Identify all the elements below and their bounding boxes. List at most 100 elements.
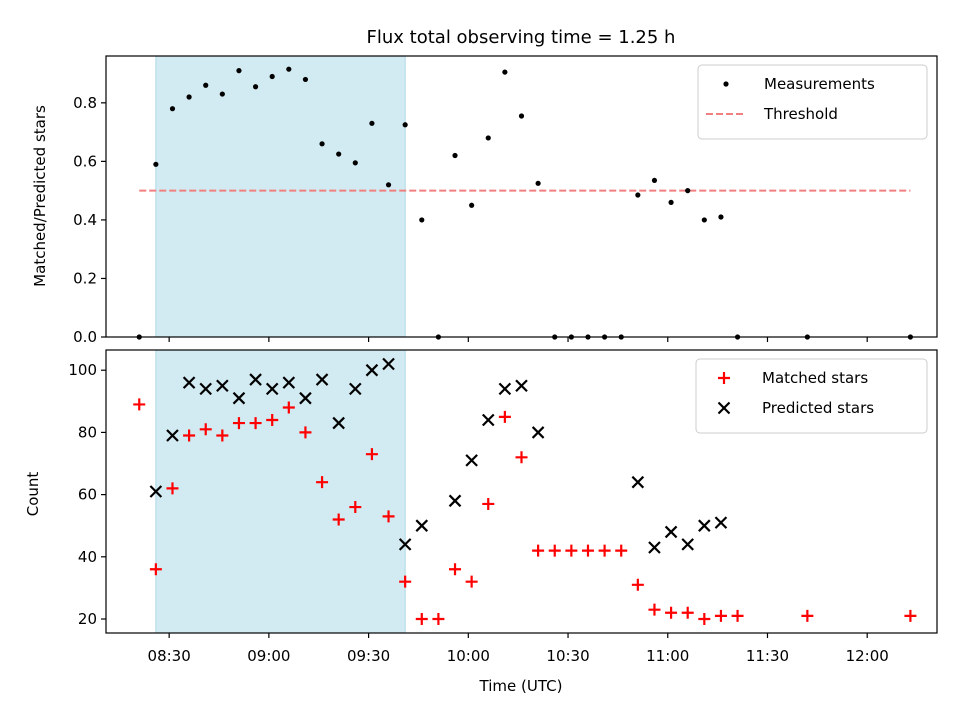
bottom-matched-stars-point [515, 451, 528, 464]
bottom-y-tick-label: 80 [78, 423, 97, 441]
bottom-predicted-stars-point [249, 373, 262, 386]
x-tick-label: 11:30 [746, 647, 789, 665]
top-measurements-point [685, 188, 691, 194]
bottom-y-tick-label: 100 [68, 361, 97, 379]
x-tick-label: 11:00 [646, 647, 689, 665]
top-measurements-point [469, 202, 475, 208]
bottom-matched-stars-point [581, 544, 594, 557]
top-measurements-point [668, 199, 674, 205]
bottom-predicted-stars-point [664, 525, 678, 539]
top-measurements-point [419, 217, 425, 223]
top-measurements-point [518, 113, 525, 119]
bottom-predicted-stars-point [382, 357, 395, 371]
bottom-predicted-stars-point [698, 519, 711, 532]
bottom-predicted-stars-point [332, 416, 345, 430]
bottom-predicted-stars-point [216, 379, 229, 393]
bottom-matched-stars-point [548, 544, 561, 557]
bottom-panel: 20 40 60 80 100 08:30 09:00 09:30 10:00 10:30 11:0… [68, 349, 938, 665]
bottom-shaded-span [155, 349, 406, 634]
bottom-predicted-stars-point [498, 382, 512, 396]
bottom-y-tick-label: 60 [78, 486, 97, 504]
bottom-predicted-stars-point [398, 538, 412, 551]
bottom-matched-stars-point [904, 609, 917, 622]
bottom-matched-stars-point [183, 429, 196, 442]
top-measurements-point [718, 214, 724, 220]
x-tick-label: 09:30 [347, 647, 390, 665]
chart-title: Flux total observing time = 1.25 h [367, 27, 676, 48]
bottom-predicted-stars-point [481, 413, 495, 427]
top-measurements-point [219, 91, 225, 97]
bottom-matched-stars-point [282, 401, 295, 414]
bottom-predicted-stars-point [415, 519, 429, 532]
top-y-tick-label: 0.0 [73, 328, 97, 346]
top-measurements-point [302, 76, 309, 83]
top-y-tick-label: 0.8 [73, 94, 97, 112]
bottom-matched-stars-point [199, 423, 212, 436]
x-tick-label: 12:00 [846, 647, 889, 665]
top-measurements-point [286, 66, 292, 72]
top-measurements-point [169, 106, 176, 112]
bottom-matched-stars-point [149, 563, 162, 576]
bottom-y-tick-label: 20 [78, 610, 97, 628]
bottom-matched-stars-point [332, 513, 345, 526]
bottom-matched-stars-point [731, 609, 744, 622]
legend-marker-predicted [717, 401, 731, 415]
bottom-matched-stars-point [249, 417, 262, 430]
legend-label: Threshold [763, 105, 838, 123]
bottom-predicted-stars-point [299, 391, 312, 405]
bottom-matched-stars-point [399, 575, 412, 588]
top-measurements-point [701, 217, 707, 223]
bottom-matched-stars-point [415, 613, 428, 626]
bottom-predicted-stars-point [714, 516, 728, 529]
top-measurements-point [535, 180, 541, 186]
bottom-matched-stars-point [565, 544, 578, 557]
top-measurements-point [402, 122, 408, 128]
top-measurements-point [252, 84, 259, 90]
top-measurements-point [369, 120, 375, 126]
bottom-matched-stars-point [498, 410, 511, 423]
x-tick-label: 10:30 [546, 647, 589, 665]
bottom-y-axis-label: Count [24, 472, 42, 517]
bottom-predicted-stars-point [631, 475, 645, 489]
top-axes-frame [105, 55, 938, 338]
top-y-tick-label: 0.6 [73, 152, 97, 170]
x-tick-label: 10:00 [447, 647, 490, 665]
top-measurements-point [236, 68, 242, 74]
bottom-matched-stars-point [316, 476, 329, 489]
top-measurements-point [385, 182, 392, 188]
legend-label: Predicted stars [762, 399, 874, 417]
bottom-matched-stars-point [166, 482, 179, 495]
top-measurements-point [635, 192, 641, 198]
bottom-matched-stars-point [365, 448, 378, 461]
bottom-matched-stars-point [698, 613, 711, 626]
bottom-predicted-stars-point [232, 391, 246, 405]
bottom-legend: Matched stars Predicted stars [695, 358, 928, 434]
x-tick-label: 09:00 [247, 647, 290, 665]
bottom-predicted-stars-point [149, 485, 163, 498]
bottom-matched-stars-point [349, 501, 362, 514]
bottom-predicted-stars-point [315, 373, 329, 386]
bottom-predicted-stars-point [199, 382, 212, 396]
bottom-matched-stars-point [532, 544, 545, 557]
top-measurements-point [269, 73, 275, 80]
top-legend-box [697, 64, 928, 140]
bottom-predicted-stars-point [448, 494, 462, 508]
top-panel: 0.0 0.2 0.4 0.6 0.8 Measurements Threshold [73, 55, 938, 346]
bottom-matched-stars-point [133, 398, 146, 411]
top-measurements-point [203, 82, 209, 88]
legend-marker-matched [718, 372, 730, 384]
bottom-predicted-stars-point [182, 376, 196, 389]
bottom-matched-stars-point [631, 578, 644, 591]
bottom-matched-stars-point [648, 603, 661, 616]
bottom-predicted-stars-point [282, 376, 296, 389]
bottom-matched-stars-point [216, 429, 229, 442]
bottom-predicted-stars-point [531, 426, 545, 439]
bottom-matched-stars-point [598, 544, 611, 557]
bottom-legend-box [695, 358, 928, 434]
bottom-predicted-stars-point [465, 454, 478, 467]
bottom-axes-frame [105, 349, 938, 634]
legend-label: Measurements [764, 75, 875, 93]
bottom-predicted-stars-point [681, 538, 694, 551]
top-y-axis-label: Matched/Predicted stars [31, 105, 49, 287]
